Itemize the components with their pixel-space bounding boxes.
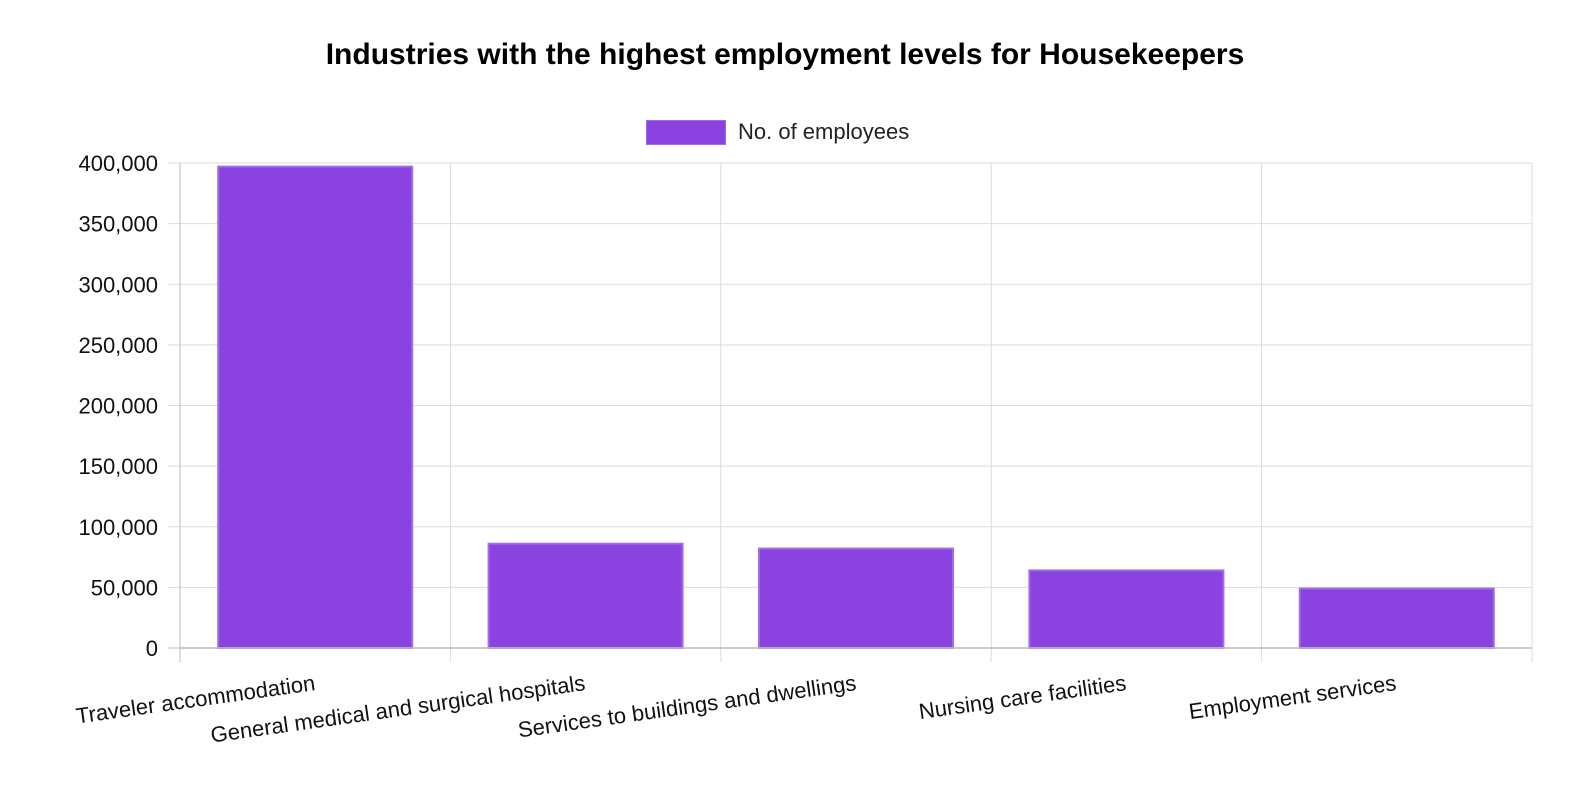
x-tick-label: Nursing care facilities	[917, 670, 1128, 724]
legend-label: No. of employees	[738, 119, 910, 144]
bar[interactable]	[1028, 569, 1225, 650]
y-tick-label: 400,000	[78, 151, 158, 176]
bar[interactable]	[1298, 587, 1495, 650]
bar[interactable]	[217, 165, 414, 649]
bar[interactable]	[487, 542, 684, 649]
y-tick-label: 100,000	[78, 515, 158, 540]
y-tick-label: 350,000	[78, 212, 158, 237]
x-tick-label: Employment services	[1187, 670, 1398, 724]
y-tick-label: 200,000	[78, 394, 158, 419]
bar[interactable]	[758, 547, 954, 650]
y-tick-label: 50,000	[91, 575, 158, 600]
bars	[217, 165, 1495, 650]
legend[interactable]: No. of employees	[646, 118, 909, 146]
chart-title: Industries with the highest employment l…	[325, 38, 1245, 71]
y-tick-label: 300,000	[78, 272, 158, 297]
y-tick-label: 150,000	[78, 454, 158, 479]
y-tick-label: 250,000	[78, 333, 158, 358]
y-tick-label: 0	[146, 636, 158, 661]
y-axis-ticks: 0 50,000 100,000 150,000 200,000 250,000 300,0…	[78, 151, 158, 661]
legend-swatch	[646, 119, 726, 145]
